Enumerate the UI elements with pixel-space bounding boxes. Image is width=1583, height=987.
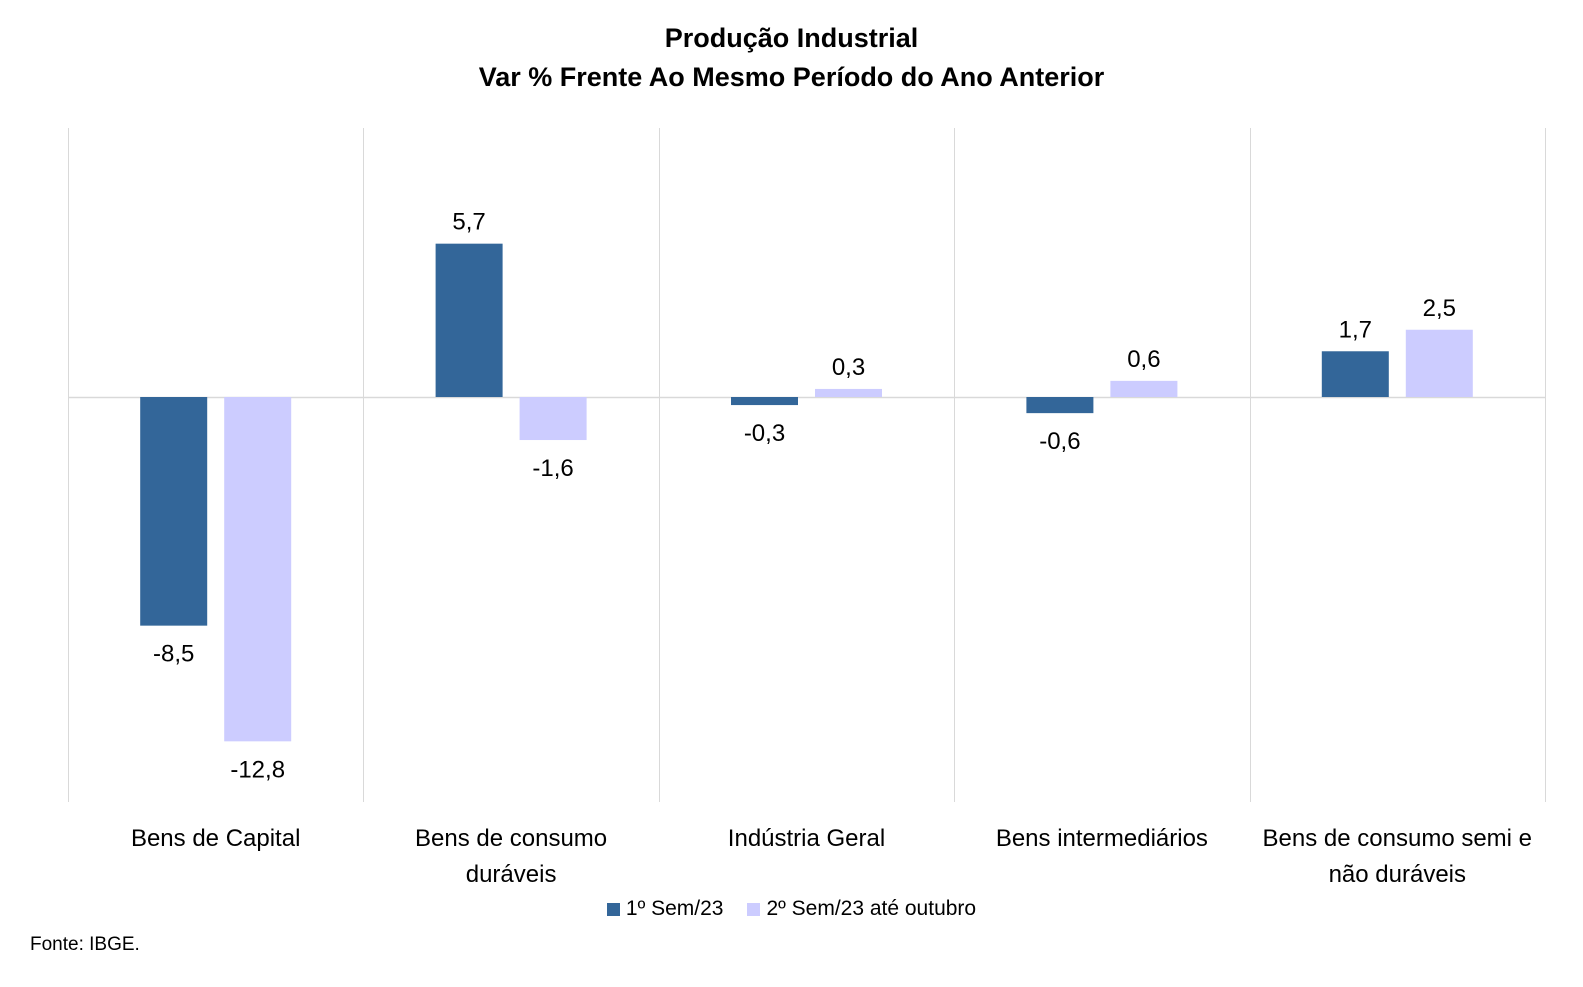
bar-series-2 bbox=[224, 397, 292, 742]
chart-title: Produção Industrial bbox=[664, 23, 919, 53]
category-label-line: Indústria Geral bbox=[727, 825, 886, 852]
data-label-series-2: 0,6 bbox=[1127, 346, 1160, 373]
data-label-series-2: 2,5 bbox=[1423, 295, 1456, 322]
data-label-series-2: -1,6 bbox=[532, 455, 573, 482]
legend-item-series-2: 2º Sem/23 até outubro bbox=[747, 897, 976, 921]
source-note: Fonte: IBGE. bbox=[30, 934, 140, 955]
bar-series-1 bbox=[731, 397, 798, 406]
bar-series-2 bbox=[1405, 329, 1473, 397]
category-label: Indústria Geral bbox=[659, 821, 955, 857]
legend-item-series-1: 1º Sem/23 bbox=[606, 897, 724, 921]
data-label-series-1: -0,6 bbox=[1039, 428, 1080, 455]
bar-series-1 bbox=[1321, 351, 1389, 397]
bar-series-2 bbox=[519, 397, 587, 441]
category-label: Bens de Capital bbox=[68, 821, 364, 857]
legend: 1º Sem/23 2º Sem/23 até outubro bbox=[0, 897, 1583, 921]
category-label: Bens de consumo semi e não duráveis bbox=[1249, 821, 1545, 893]
data-label-series-1: 1,7 bbox=[1339, 316, 1372, 343]
legend-label-series-1: 1º Sem/23 bbox=[625, 897, 724, 920]
data-label-series-1: -0,3 bbox=[744, 420, 785, 447]
category-label-line: Bens de consumo bbox=[415, 825, 608, 852]
data-label-series-1: -8,5 bbox=[153, 641, 194, 668]
category-label-line: Bens de Capital bbox=[130, 825, 301, 852]
category-label-line: Bens intermediários bbox=[995, 825, 1208, 852]
bar-series-1 bbox=[435, 243, 503, 397]
bar-series-2 bbox=[1110, 380, 1178, 397]
chart-subtitle: Var % Frente Ao Mesmo Período do Ano Ant… bbox=[478, 62, 1105, 92]
bar-series-1 bbox=[1026, 397, 1094, 414]
data-label-series-1: 5,7 bbox=[452, 209, 485, 236]
bar-series-2 bbox=[815, 388, 882, 397]
category-label-line: duráveis bbox=[465, 861, 557, 888]
bar-series-1 bbox=[140, 397, 208, 626]
category-label-line: não duráveis bbox=[1328, 861, 1467, 888]
legend-swatch-series-1 bbox=[606, 902, 620, 916]
data-label-series-2: 0,3 bbox=[832, 354, 865, 381]
category-label: Bens de consumo duráveis bbox=[363, 821, 659, 893]
category-label: Bens intermediários bbox=[954, 821, 1250, 857]
data-label-series-2: -12,8 bbox=[230, 756, 285, 783]
legend-label-series-2: 2º Sem/23 até outubro bbox=[766, 897, 977, 920]
legend-swatch-series-2 bbox=[747, 902, 761, 916]
category-label-line: Bens de consumo semi e bbox=[1262, 825, 1533, 852]
